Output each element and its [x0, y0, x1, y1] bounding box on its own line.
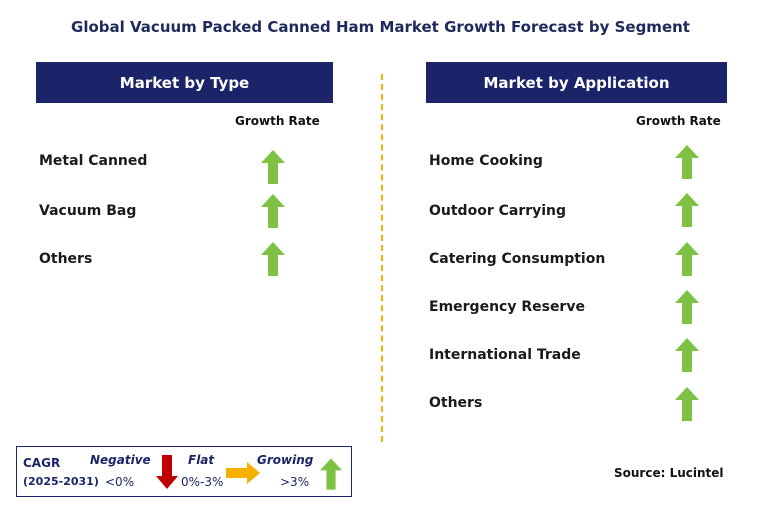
- up-arrow-icon: [261, 194, 285, 228]
- type-item-vacuum-bag: Vacuum Bag: [39, 203, 137, 219]
- legend-flat-value: 0%-3%: [181, 475, 224, 489]
- legend-negative-label: Negative: [90, 453, 151, 467]
- application-growth-rate-label: Growth Rate: [636, 114, 721, 128]
- application-item-others: Others: [429, 395, 483, 411]
- up-arrow-icon: [675, 290, 699, 324]
- cagr-legend: CAGR (2025-2031) Negative <0% Flat 0%-3%…: [16, 446, 352, 497]
- up-arrow-icon: [261, 150, 285, 184]
- type-item-others: Others: [39, 251, 93, 267]
- application-item-outdoor-carrying: Outdoor Carrying: [429, 203, 567, 219]
- page-title: Global Vacuum Packed Canned Ham Market G…: [71, 18, 690, 36]
- up-arrow-icon: [320, 458, 342, 490]
- application-item-emergency-reserve: Emergency Reserve: [429, 299, 585, 315]
- panel-divider: [381, 74, 383, 442]
- legend-flat-label: Flat: [188, 453, 215, 467]
- legend-growing-value: >3%: [280, 475, 310, 489]
- application-item-home-cooking: Home Cooking: [429, 153, 543, 169]
- legend-negative-value: <0%: [105, 475, 135, 489]
- down-arrow-icon: [156, 455, 178, 489]
- application-item-catering-consumption: Catering Consumption: [429, 251, 606, 267]
- up-arrow-icon: [675, 242, 699, 276]
- up-arrow-icon: [675, 338, 699, 372]
- up-arrow-icon: [675, 193, 699, 227]
- up-arrow-icon: [675, 387, 699, 421]
- up-arrow-icon: [675, 145, 699, 179]
- legend-cagr-label: CAGR: [23, 456, 61, 470]
- up-arrow-icon: [261, 242, 285, 276]
- legend-years-label: (2025-2031): [23, 475, 99, 488]
- legend-growing-label: Growing: [257, 453, 314, 467]
- market-by-application-header: Market by Application: [426, 62, 727, 103]
- market-by-type-header: Market by Type: [36, 62, 333, 103]
- source-label: Source: Lucintel: [614, 466, 724, 480]
- type-growth-rate-label: Growth Rate: [235, 114, 320, 128]
- type-item-metal-canned: Metal Canned: [39, 153, 148, 169]
- application-item-international-trade: International Trade: [429, 347, 581, 363]
- right-arrow-icon: [226, 462, 260, 484]
